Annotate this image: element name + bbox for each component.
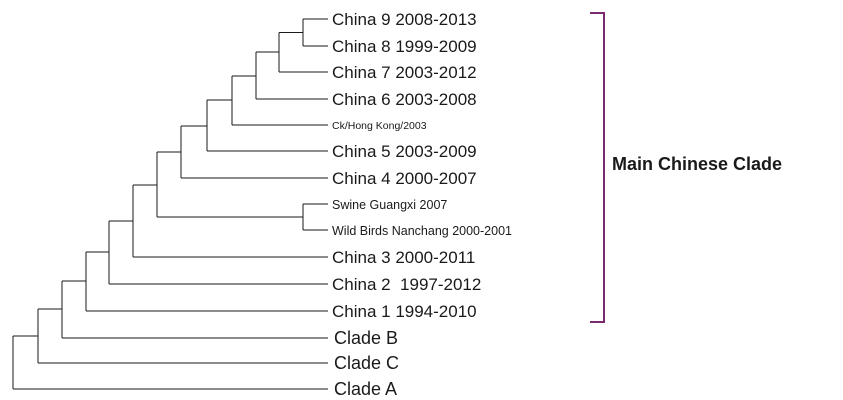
branch: [61, 280, 328, 339]
branch: [12, 335, 328, 390]
leaf-label: China 6 2003-2008: [332, 90, 477, 109]
leaf-label: China 8 1999-2009: [332, 37, 477, 56]
branch: [132, 184, 328, 258]
leaf-label: Clade B: [334, 328, 398, 348]
leaf-label: China 1 1994-2010: [332, 302, 477, 321]
leaf-label: Swine Guangxi 2007: [332, 198, 447, 212]
branch: [85, 251, 328, 312]
branch: [302, 18, 328, 47]
clade-label: Main Chinese Clade: [612, 154, 782, 174]
branch: [108, 220, 328, 285]
branch: [156, 151, 303, 218]
leaf-label: Wild Birds Nanchang 2000-2001: [332, 224, 512, 238]
branch: [180, 125, 328, 179]
leaf-labels: China 9 2008-2013 China 8 1999-2009 Chin…: [332, 10, 512, 399]
leaf-label: Clade C: [334, 353, 399, 373]
leaf-label: China 7 2003-2012: [332, 63, 477, 82]
leaf-label: Clade A: [334, 379, 397, 399]
branch: [255, 51, 328, 100]
branch: [37, 308, 328, 364]
clade-bracket: Main Chinese Clade: [590, 12, 782, 323]
branch: [231, 75, 328, 126]
leaf-label: China 5 2003-2009: [332, 142, 477, 161]
leaf-label: China 9 2008-2013: [332, 10, 477, 29]
leaf-label: China 2 1997-2012: [332, 275, 481, 294]
tree-branches: [12, 18, 328, 390]
clade-bracket-line: [590, 12, 605, 323]
leaf-label: China 3 2000-2011: [332, 248, 475, 267]
leaf-label: China 4 2000-2007: [332, 169, 477, 188]
branch: [302, 203, 328, 231]
leaf-label: Ck/Hong Kong/2003: [332, 120, 427, 132]
